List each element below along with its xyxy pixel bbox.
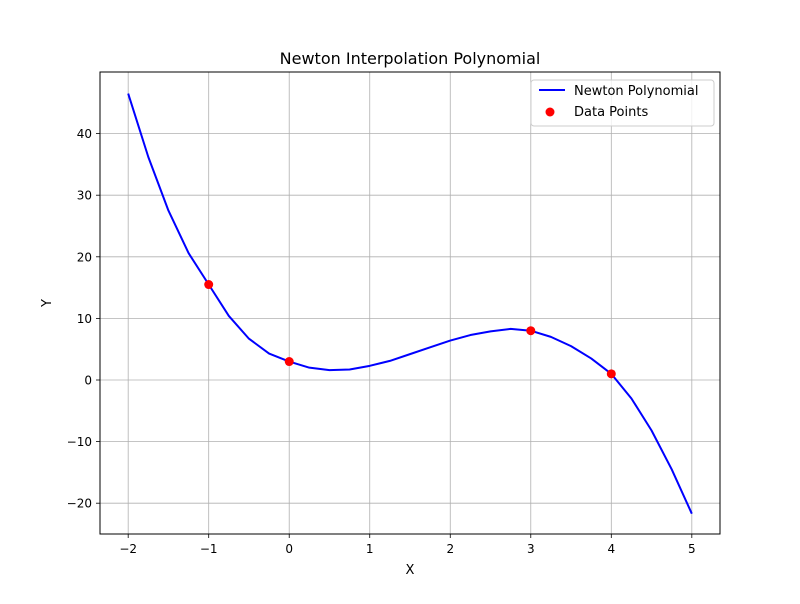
legend-label-polynomial: Newton Polynomial [574,84,698,99]
legend: Newton Polynomial Data Points [530,79,715,127]
y-tick-label: 40 [77,127,92,141]
x-tick-label: 4 [607,542,615,556]
y-tick-label: 10 [77,312,92,326]
grid-lines [100,72,720,534]
y-tick-label: −20 [67,497,92,511]
x-tick-label: 3 [527,542,535,556]
legend-box [530,79,715,127]
x-tick-label: 5 [688,542,696,556]
y-tick-label: 30 [77,189,92,203]
data-point-marker [284,357,294,367]
y-axis-label: Y [40,299,55,308]
chart-title: Newton Interpolation Polynomial [280,49,541,68]
legend-label-data-points: Data Points [574,105,648,120]
y-tick-label: 20 [77,250,92,264]
x-tick-label: 1 [366,542,374,556]
data-point-marker [606,369,616,379]
legend-point-swatch [545,107,555,117]
data-point-marker [204,280,214,290]
y-tick-label: 0 [84,374,92,388]
x-tick-label: −1 [200,542,218,556]
x-axis-label: X [406,563,415,578]
data-point-marker [526,326,536,336]
x-tick-label: −2 [119,542,137,556]
newton-polynomial-line [127,93,693,515]
plot-series [127,93,693,515]
plot-area-frame [99,71,721,535]
x-tick-label: 2 [446,542,454,556]
x-tick-label: 0 [285,542,293,556]
y-tick-label: −10 [67,435,92,449]
